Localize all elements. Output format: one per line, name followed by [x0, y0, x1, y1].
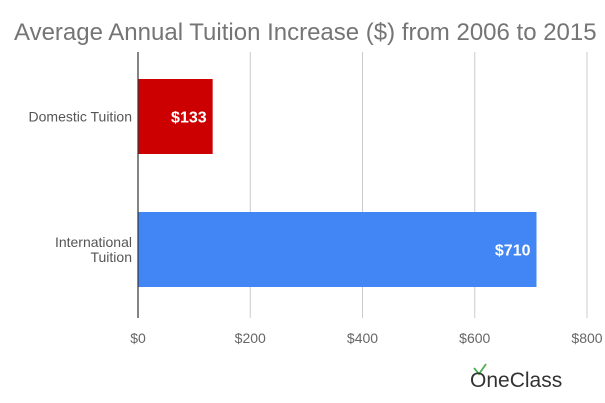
category-labels: Domestic Tuition International Tuition [29, 109, 132, 266]
x-tick-label: $800 [571, 330, 602, 346]
data-label: $710 [495, 243, 531, 260]
data-label: $133 [171, 110, 207, 127]
bar [138, 79, 213, 154]
checkmark-icon [473, 363, 487, 376]
x-tick-label: $600 [459, 330, 490, 346]
x-tick-label: $200 [235, 330, 266, 346]
category-label: Domestic Tuition [29, 109, 132, 125]
chart-title: Average Annual Tuition Increase ($) from… [14, 19, 597, 46]
x-tick-labels: $0 $200 $400 $600 $800 [130, 330, 603, 346]
x-tick-label: $400 [347, 330, 378, 346]
x-tick-label: $0 [130, 330, 146, 346]
brand-logo: OneClass [470, 363, 562, 392]
category-label: International Tuition [55, 234, 132, 265]
brand-name: OneClass [470, 369, 562, 392]
bar [138, 212, 537, 287]
bars: $133 $710 [138, 79, 537, 287]
